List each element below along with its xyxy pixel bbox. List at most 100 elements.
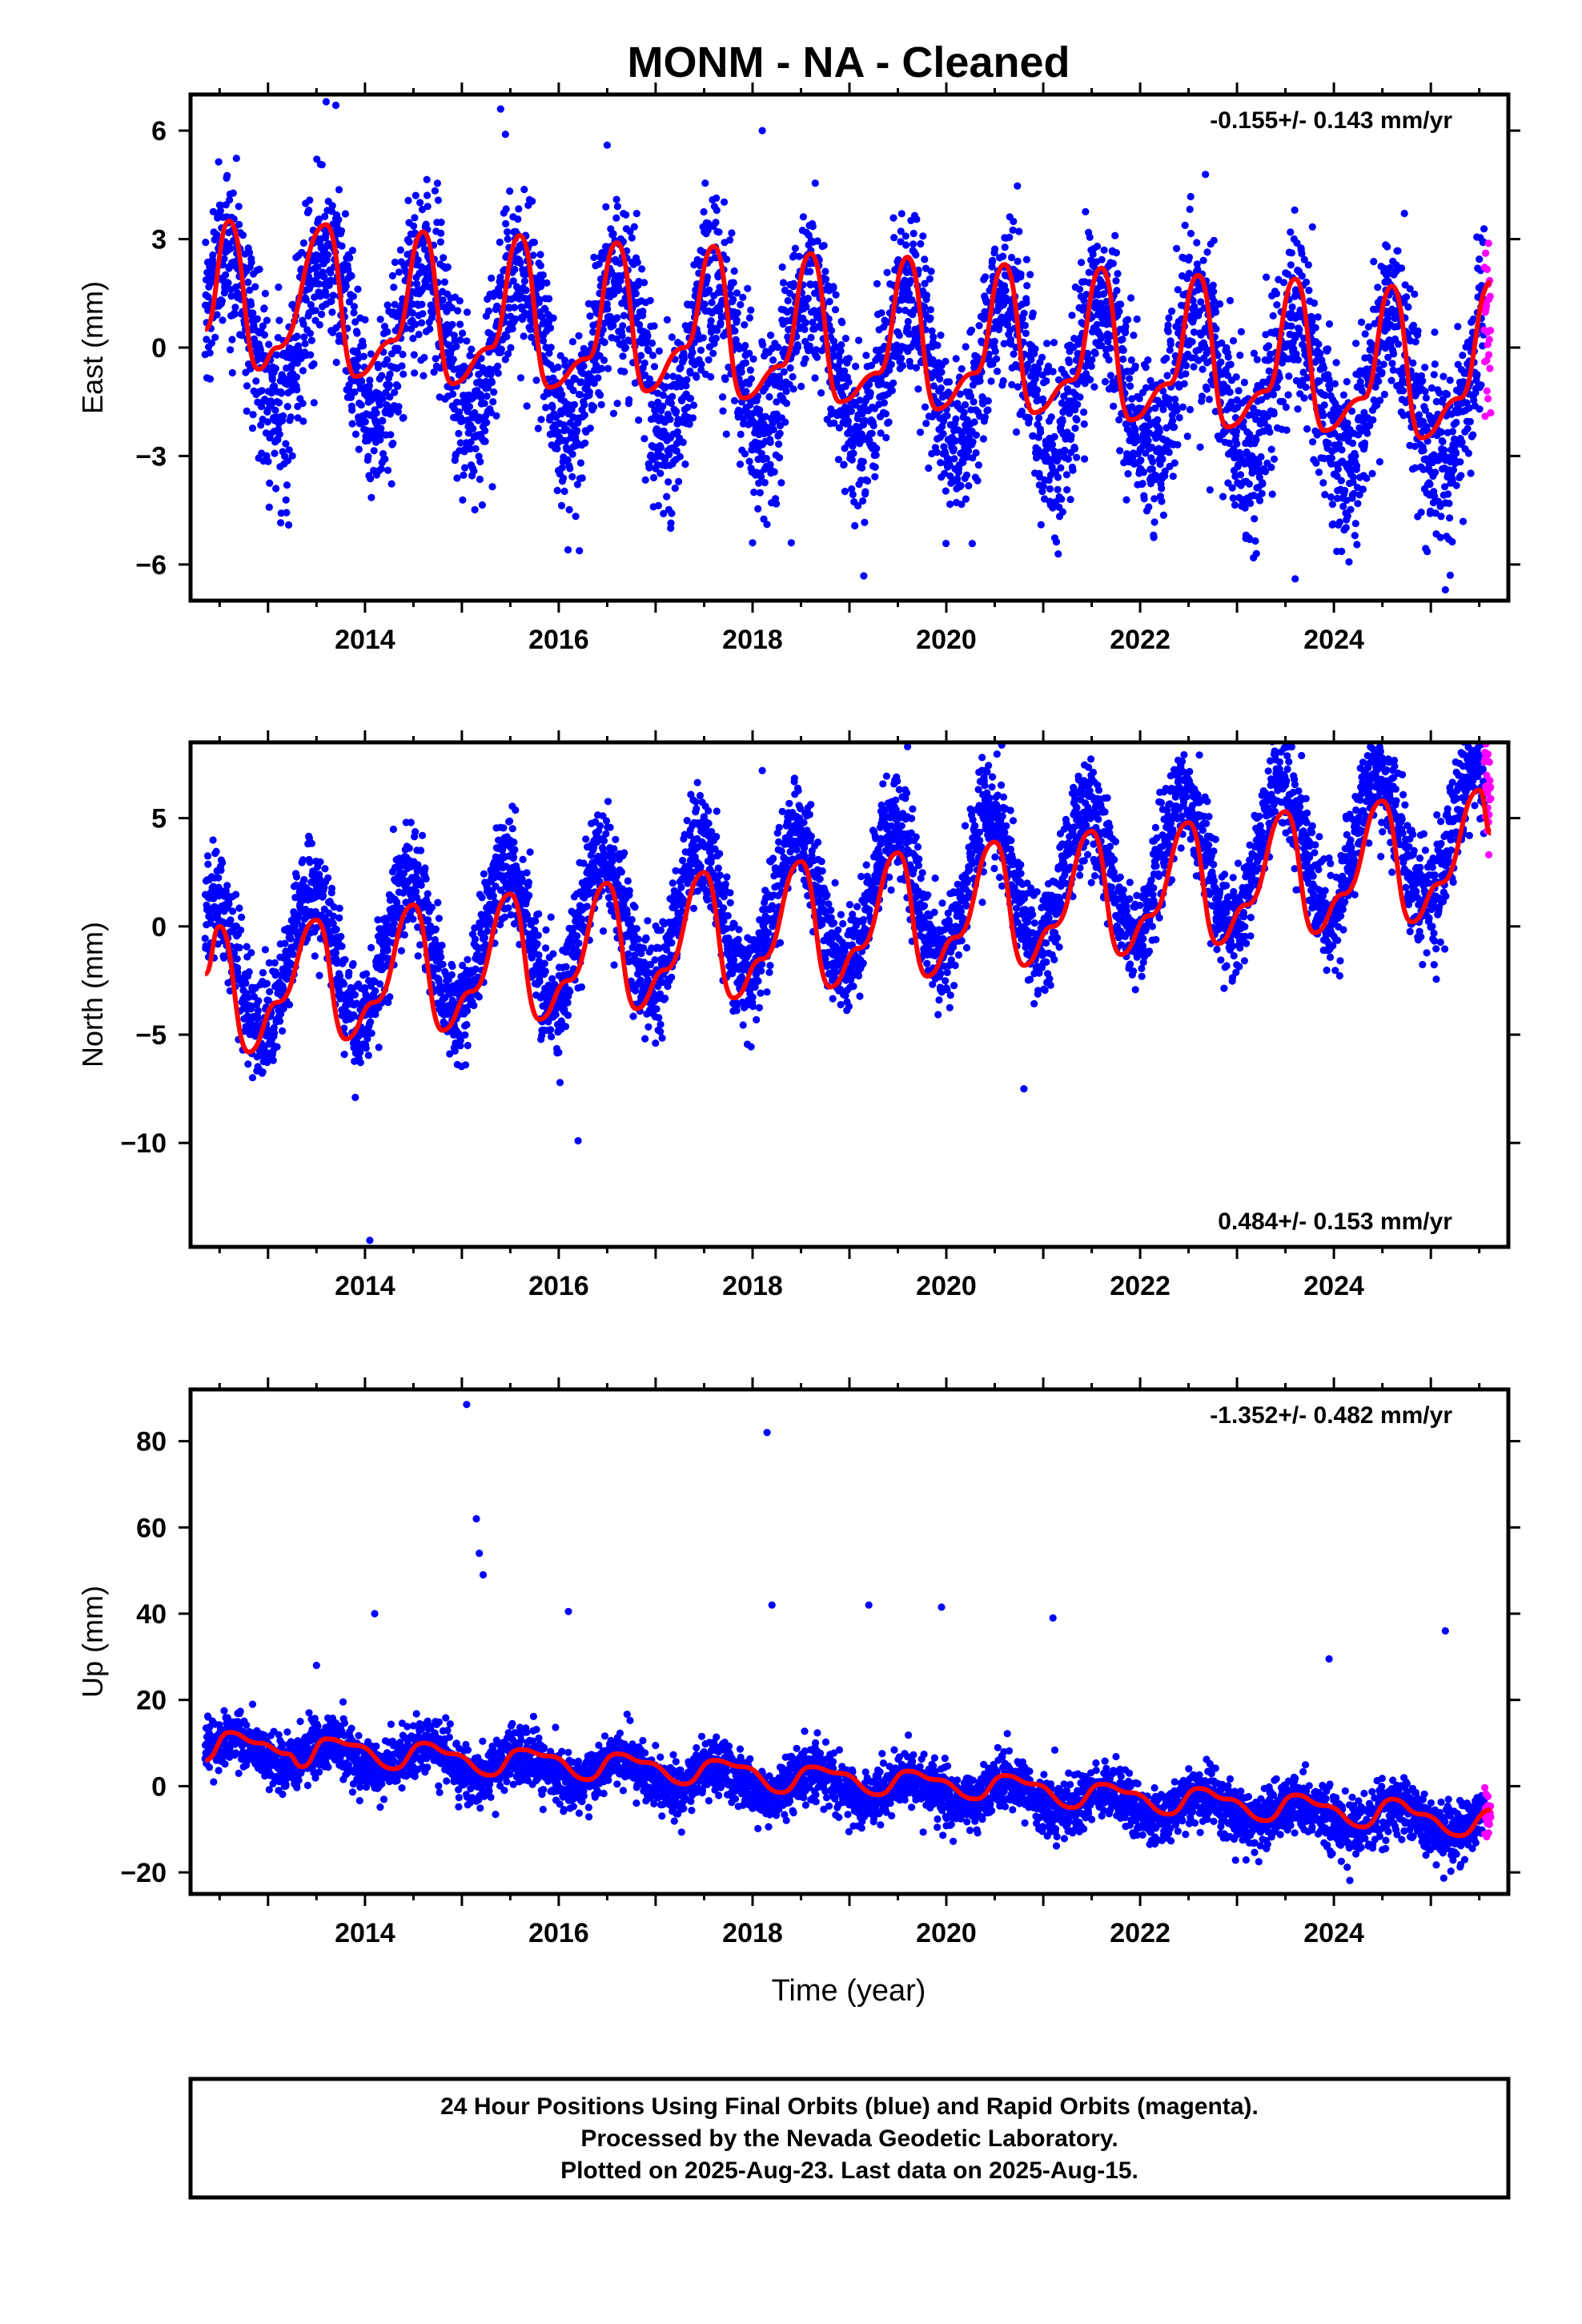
- final-point: [813, 237, 821, 245]
- final-point: [1375, 377, 1383, 385]
- final-point: [504, 350, 512, 358]
- final-point: [263, 316, 271, 324]
- final-point: [1353, 462, 1361, 470]
- final-point: [391, 258, 399, 267]
- final-point: [913, 215, 921, 223]
- final-point: [390, 283, 398, 292]
- final-point: [946, 378, 954, 386]
- final-point: [845, 355, 853, 363]
- final-point: [556, 352, 564, 360]
- final-point: [1148, 465, 1156, 473]
- final-point: [377, 464, 385, 473]
- final-point: [1349, 473, 1357, 481]
- final-point: [994, 368, 1002, 376]
- final-point: [400, 413, 408, 422]
- final-point: [742, 388, 750, 396]
- final-point: [1169, 472, 1177, 480]
- final-point: [736, 460, 745, 468]
- final-point: [374, 364, 383, 372]
- final-point: [1014, 383, 1022, 391]
- final-point: [689, 401, 698, 409]
- final-point: [633, 259, 641, 267]
- final-point: [1440, 446, 1448, 454]
- final-point: [805, 231, 813, 239]
- final-point: [1158, 455, 1166, 464]
- final-point: [1214, 352, 1222, 360]
- final-point: [1212, 308, 1220, 316]
- final-point: [1272, 290, 1281, 298]
- final-point: [1457, 472, 1465, 480]
- final-point: [353, 329, 361, 337]
- rapid-point: [1484, 265, 1492, 273]
- final-point: [757, 449, 765, 457]
- final-point: [1339, 502, 1347, 511]
- final-point: [282, 496, 290, 504]
- final-point: [1351, 532, 1359, 540]
- final-point: [970, 398, 978, 406]
- final-point: [487, 408, 496, 416]
- final-point: [1202, 171, 1210, 179]
- final-point: [621, 344, 630, 352]
- final-point: [1282, 403, 1290, 412]
- final-point: [1448, 538, 1456, 546]
- final-point: [689, 348, 697, 356]
- final-point: [700, 207, 708, 216]
- final-point: [666, 416, 674, 424]
- final-point: [681, 460, 689, 468]
- final-point: [957, 481, 965, 490]
- final-point: [668, 333, 676, 341]
- rapid-point: [1487, 327, 1495, 335]
- final-point: [991, 245, 999, 253]
- final-point: [417, 319, 426, 327]
- final-point: [926, 306, 934, 314]
- final-point: [548, 403, 556, 412]
- final-point: [895, 332, 903, 340]
- final-point: [426, 325, 434, 333]
- final-point: [638, 265, 646, 273]
- final-point: [557, 410, 565, 418]
- final-point: [1348, 407, 1356, 415]
- x-tick-label: 2020: [916, 625, 977, 655]
- final-point: [782, 400, 791, 408]
- final-point: [1331, 380, 1339, 388]
- final-point: [576, 391, 584, 399]
- final-point: [922, 420, 930, 428]
- final-point: [265, 340, 273, 348]
- final-point: [528, 197, 536, 205]
- final-point: [381, 455, 389, 463]
- final-point: [1379, 360, 1387, 368]
- final-point: [1110, 402, 1118, 410]
- final-point: [689, 414, 697, 422]
- final-point: [648, 352, 657, 360]
- final-point: [577, 378, 585, 386]
- final-point: [453, 474, 461, 482]
- final-point: [616, 276, 624, 285]
- final-point: [578, 474, 586, 482]
- final-point: [207, 339, 215, 347]
- final-point: [663, 316, 672, 324]
- final-point: [266, 479, 274, 488]
- final-point: [701, 179, 709, 187]
- final-point: [335, 186, 343, 194]
- final-point: [830, 419, 838, 428]
- final-point: [745, 457, 753, 465]
- final-point: [1049, 368, 1057, 376]
- final-point: [1224, 353, 1232, 361]
- final-point: [570, 400, 579, 408]
- final-point: [1137, 456, 1145, 464]
- final-point: [821, 275, 830, 283]
- final-point: [954, 475, 962, 483]
- final-point: [1026, 271, 1034, 279]
- final-point: [1476, 405, 1484, 413]
- final-point: [1144, 356, 1152, 364]
- final-point: [459, 329, 467, 337]
- final-point: [600, 356, 608, 364]
- final-point: [741, 359, 750, 367]
- final-point: [487, 371, 495, 379]
- final-point: [795, 252, 803, 260]
- final-point: [328, 202, 336, 210]
- final-point: [653, 389, 662, 397]
- final-point: [387, 480, 396, 488]
- final-point: [357, 401, 365, 409]
- final-point: [1061, 446, 1069, 454]
